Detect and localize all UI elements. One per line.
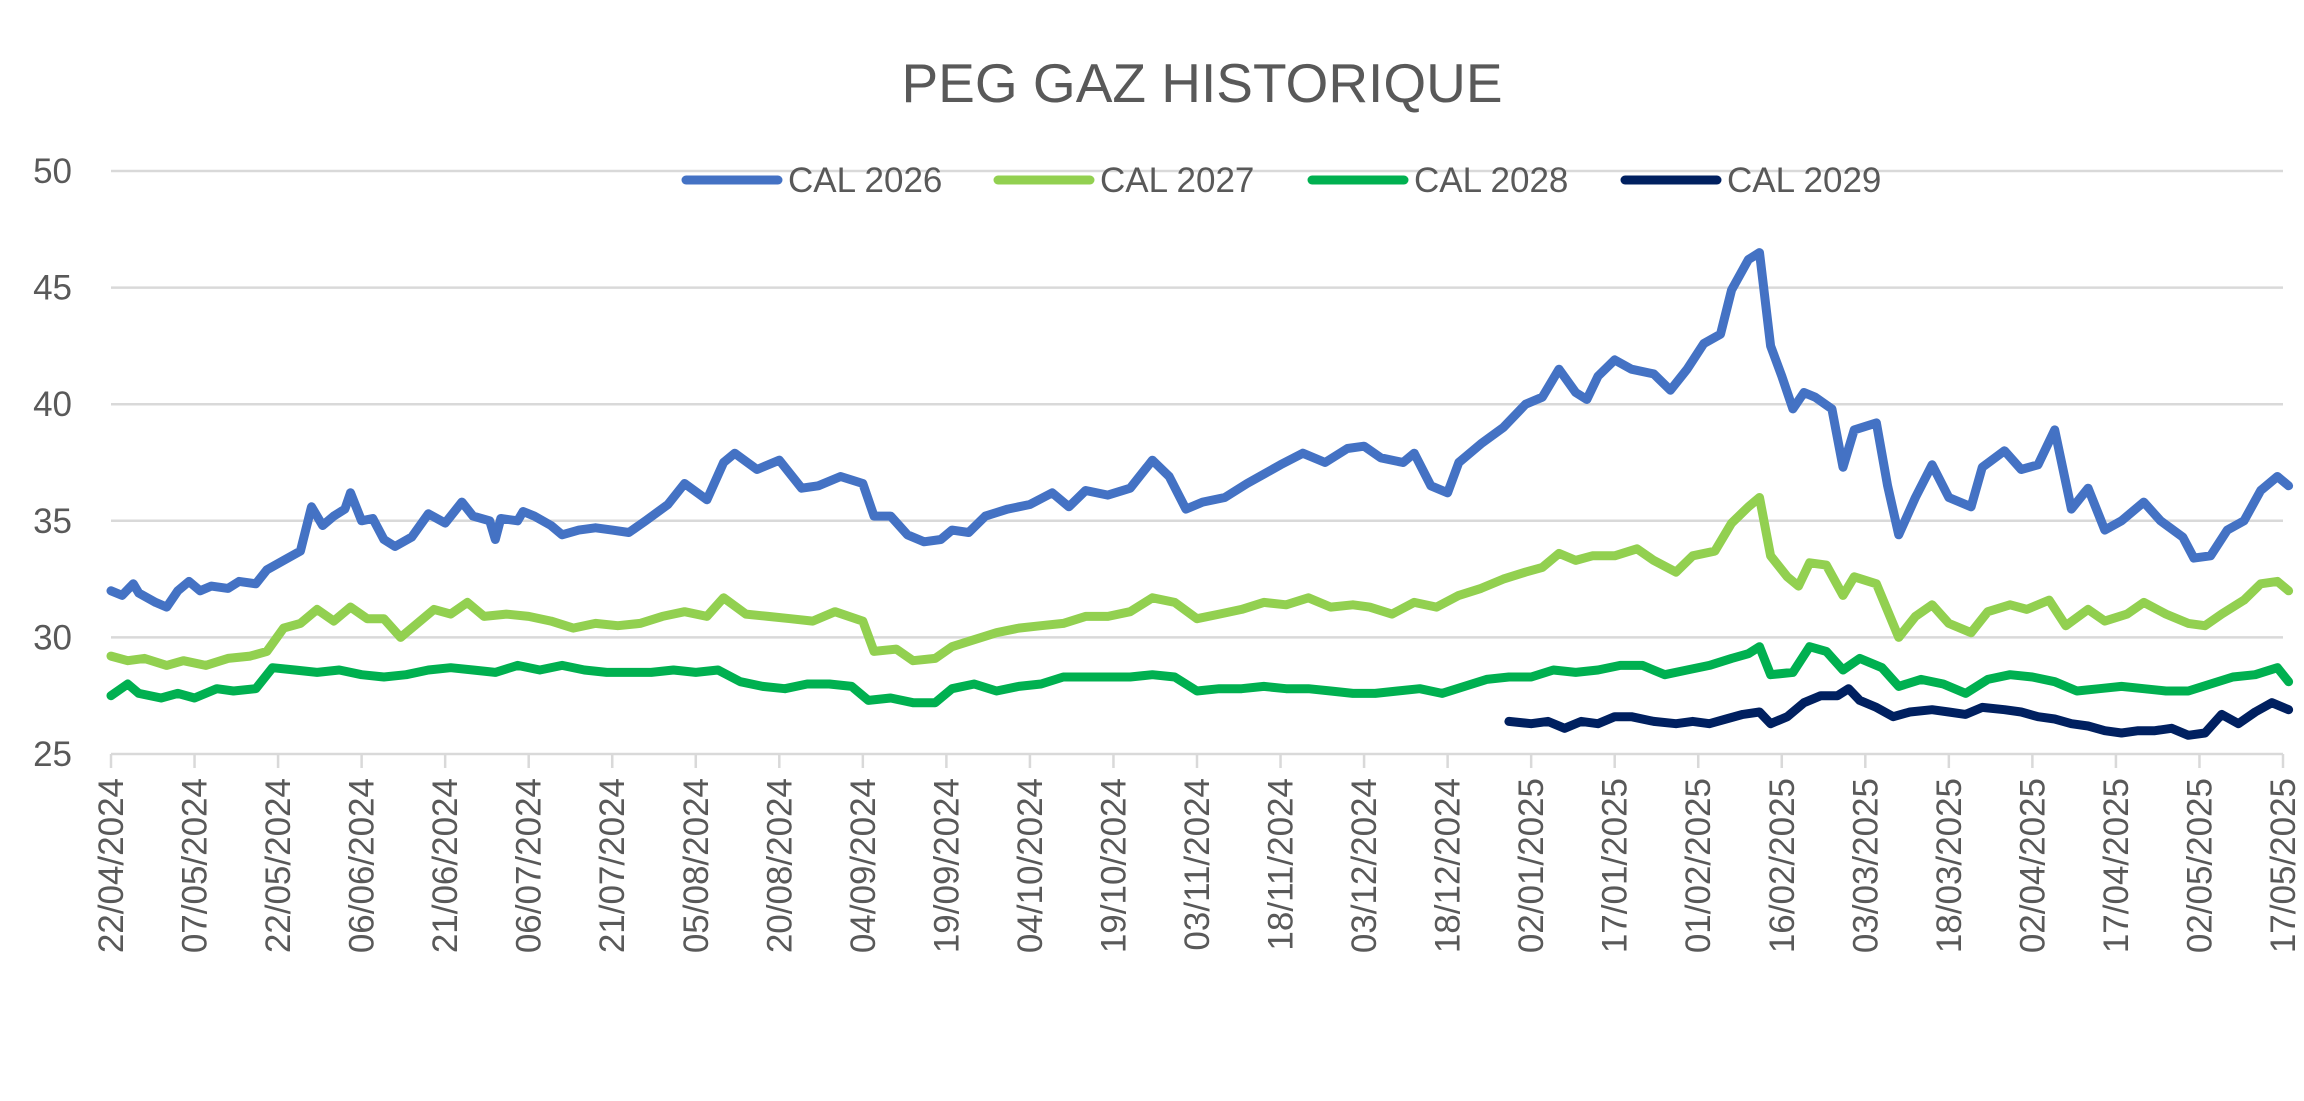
x-tick-label: 18/11/2024 bbox=[1262, 778, 1301, 951]
legend-label: CAL 2028 bbox=[1414, 161, 1568, 200]
x-tick-label: 22/04/2024 bbox=[92, 778, 131, 953]
x-tick-label: 05/08/2024 bbox=[677, 778, 716, 953]
y-tick-label: 40 bbox=[33, 385, 72, 424]
x-tick-label: 02/04/2025 bbox=[2013, 778, 2052, 953]
gridlines bbox=[111, 169, 2283, 756]
x-tick-label: 03/11/2024 bbox=[1178, 778, 1217, 951]
series-line-cal-2027 bbox=[106, 493, 2294, 670]
x-tick-label: 21/07/2024 bbox=[593, 778, 632, 953]
y-tick-label: 45 bbox=[33, 269, 72, 308]
legend: CAL 2026 CAL 2027 CAL 2028 CAL 2029 bbox=[681, 161, 1881, 200]
x-tick-label: 18/03/2025 bbox=[1930, 778, 1969, 953]
x-tick-label: 07/05/2024 bbox=[176, 778, 215, 953]
x-tick-label: 18/12/2024 bbox=[1429, 778, 1468, 953]
x-tick-label: 16/02/2025 bbox=[1763, 778, 1802, 953]
x-tick-label: 02/01/2025 bbox=[1512, 778, 1551, 953]
x-tick-label: 03/03/2025 bbox=[1846, 778, 1885, 953]
x-tick-label: 19/09/2024 bbox=[927, 778, 966, 953]
y-tick-label: 35 bbox=[33, 502, 72, 541]
x-tick-label: 04/10/2024 bbox=[1011, 778, 1050, 953]
x-tick-label: 01/02/2025 bbox=[1679, 778, 1718, 953]
series-lines bbox=[106, 248, 2294, 740]
x-tick-label: 22/05/2024 bbox=[259, 778, 298, 953]
legend-label: CAL 2027 bbox=[1100, 161, 1254, 200]
series-line-cal-2026 bbox=[106, 248, 2294, 612]
x-tick-label: 17/01/2025 bbox=[1596, 778, 1635, 953]
x-tick-label: 04/09/2024 bbox=[844, 778, 883, 953]
legend-label: CAL 2029 bbox=[1727, 161, 1881, 200]
series-line-cal-2028 bbox=[106, 642, 2294, 708]
x-tick-label: 03/12/2024 bbox=[1345, 778, 1384, 953]
x-tick-label: 06/06/2024 bbox=[343, 778, 382, 953]
x-tick-label: 17/04/2025 bbox=[2097, 778, 2136, 953]
y-tick-label: 50 bbox=[33, 152, 72, 191]
y-tick-label: 25 bbox=[33, 735, 72, 774]
x-tick-label: 19/10/2024 bbox=[1094, 778, 1133, 953]
x-tick-label: 17/05/2025 bbox=[2264, 778, 2303, 953]
x-tick-label: 02/05/2025 bbox=[2180, 778, 2219, 953]
x-tick-label: 21/06/2024 bbox=[426, 778, 465, 953]
axes: 25 30 35 40 45 50 22/04/2024 07/05/2024 22/05/20… bbox=[33, 152, 2303, 953]
y-tick-label: 30 bbox=[33, 618, 72, 657]
x-tick-label: 06/07/2024 bbox=[510, 778, 549, 953]
x-tick-label: 20/08/2024 bbox=[760, 778, 799, 953]
series-line-cal-2029 bbox=[1504, 684, 2294, 740]
chart-title: PEG GAZ HISTORIQUE bbox=[901, 52, 1502, 114]
legend-label: CAL 2026 bbox=[788, 161, 942, 200]
